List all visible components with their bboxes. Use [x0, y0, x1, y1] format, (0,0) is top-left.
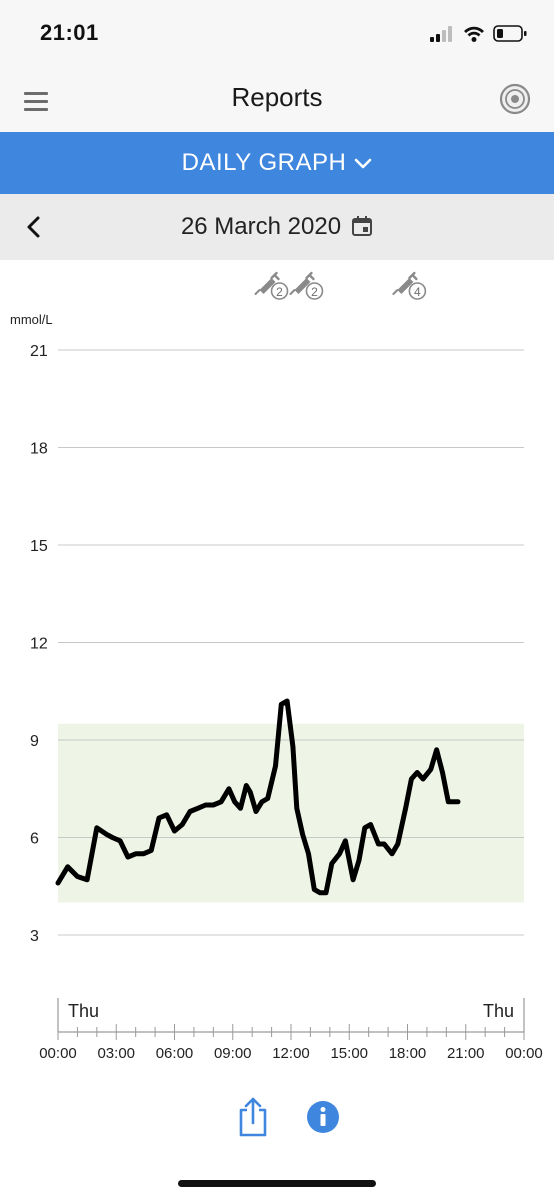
insulin-count: 2	[276, 285, 283, 299]
syringe-needle	[289, 289, 296, 295]
syringe-body	[294, 278, 311, 294]
x-tick-label: 21:00	[447, 1045, 485, 1062]
nav-bar: Reports	[0, 66, 554, 133]
insulin-marker-icon: 2	[254, 271, 289, 300]
share-icon[interactable]	[236, 1096, 270, 1138]
date-label: 26 March 2020	[0, 213, 554, 241]
y-tick-label: 12	[30, 636, 48, 653]
y-tick-label: 3	[30, 928, 39, 945]
syringe-needle	[254, 289, 261, 295]
status-icons	[430, 25, 527, 42]
syringe-plunger	[408, 271, 418, 281]
insulin-count-badge	[270, 282, 289, 300]
insulin-marker-icon: 4	[392, 271, 427, 300]
x-tick-label: 09:00	[214, 1045, 252, 1062]
syringe-body	[397, 278, 414, 294]
x-tick-label: 00:00	[39, 1045, 77, 1062]
syringe-plunger	[270, 271, 280, 281]
x-tick-label: 03:00	[97, 1045, 135, 1062]
y-tick-label: 15	[30, 538, 48, 555]
insulin-marker-icon: 2	[289, 271, 324, 300]
chevron-down-icon	[355, 158, 372, 168]
day-label-end: Thu	[483, 1001, 514, 1021]
insulin-count-badge	[305, 282, 324, 300]
x-tick-label: 12:00	[272, 1045, 310, 1062]
syringe-body	[259, 278, 276, 294]
glucose-line	[55, 698, 461, 896]
report-type-label: DAILY GRAPH	[181, 149, 347, 176]
x-tick-label: 18:00	[389, 1045, 427, 1062]
y-tick-label: 18	[30, 441, 48, 458]
calendar-icon[interactable]	[351, 215, 373, 237]
status-time: 21:01	[40, 20, 99, 45]
date-navigation: 26 March 2020	[0, 194, 554, 260]
insulin-count-badge	[408, 282, 427, 300]
y-tick-label: 6	[30, 831, 39, 848]
hamburger-menu-icon[interactable]	[24, 92, 48, 112]
wifi-icon	[464, 26, 484, 42]
chevron-left-icon[interactable]	[20, 213, 48, 241]
syringe-plunger	[305, 271, 315, 281]
home-indicator	[178, 1180, 376, 1187]
report-type-selector[interactable]: DAILY GRAPH	[0, 132, 554, 194]
x-tick-label: 06:00	[156, 1045, 194, 1062]
y-tick-label: 21	[30, 343, 48, 360]
current-date: 26 March 2020	[180, 213, 342, 240]
daily-glucose-chart: mmol/L 2 2 4 3 6 9 12 15 18 21 00:00 03:00 06:00 09…	[10, 271, 543, 1062]
syringe-needle	[392, 289, 399, 295]
insulin-count: 4	[414, 285, 421, 299]
y-axis-unit-label: mmol/L	[10, 312, 53, 327]
page-title: Reports	[231, 82, 323, 112]
info-icon[interactable]	[306, 1100, 340, 1134]
cellular-signal-icon	[430, 26, 452, 42]
insulin-count: 2	[311, 285, 318, 299]
sensor-icon[interactable]	[498, 82, 532, 116]
x-tick-label: 00:00	[505, 1045, 543, 1062]
x-tick-label: 15:00	[330, 1045, 368, 1062]
bottom-actions	[0, 1096, 554, 1140]
status-bar: 21:01	[0, 0, 554, 66]
battery-icon	[493, 25, 527, 42]
day-label-start: Thu	[68, 1001, 99, 1021]
y-tick-label: 9	[30, 733, 39, 750]
